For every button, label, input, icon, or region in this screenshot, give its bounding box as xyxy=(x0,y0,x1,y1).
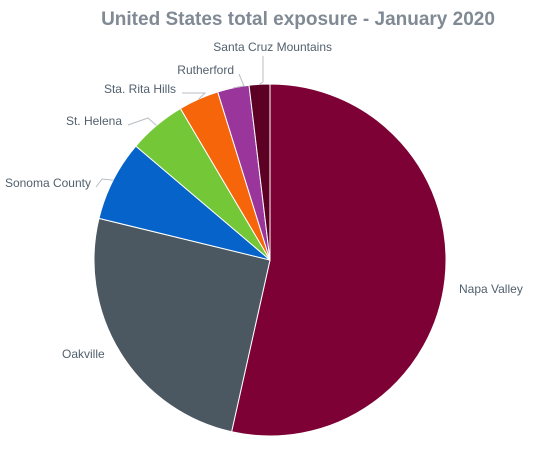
label-leader-lines xyxy=(95,56,264,188)
slice-label-oakville: Oakville xyxy=(62,347,105,361)
pie-slice-napa-valley[interactable] xyxy=(231,83,447,437)
pie-slice-oakville[interactable] xyxy=(93,217,271,433)
slice-labels: Napa Valley Oakville Sonoma County St. Hele… xyxy=(5,40,523,361)
slice-label-rutherford: Rutherford xyxy=(177,63,234,77)
leader-line-st-helena xyxy=(127,117,157,126)
slice-label-sonoma-county: Sonoma County xyxy=(5,176,91,190)
pie-slices xyxy=(93,83,447,437)
slice-label-santa-cruz-mountains: Santa Cruz Mountains xyxy=(213,40,332,54)
slice-label-st-helena: St. Helena xyxy=(66,114,122,128)
leader-line-santa-cruz-mountains xyxy=(259,56,264,85)
chart-title: United States total exposure - January 2… xyxy=(101,9,495,30)
leader-line-sta-rita-hills xyxy=(182,92,207,100)
leader-line-sonoma-county xyxy=(95,178,114,188)
slice-label-napa-valley: Napa Valley xyxy=(459,282,523,296)
slice-label-sta-rita-hills: Sta. Rita Hills xyxy=(104,82,176,96)
pie-slice-santa-cruz-mountains[interactable] xyxy=(248,83,271,261)
leader-line-rutherford xyxy=(233,73,245,89)
